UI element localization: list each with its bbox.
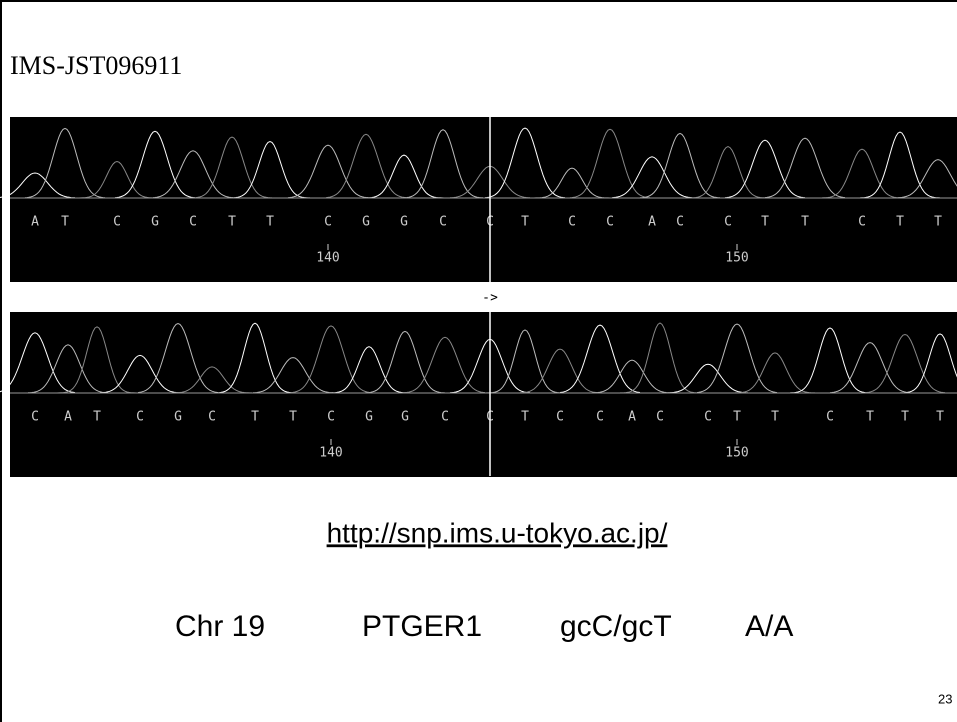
base-call: T bbox=[289, 410, 297, 425]
chromatogram: ATCGCTTCGGCCTCCACCTTCTT140150 bbox=[0, 117, 957, 282]
base-call: C bbox=[556, 410, 564, 425]
page-number: 23 bbox=[938, 691, 952, 706]
chromatogram-panel bbox=[10, 312, 957, 477]
slide: IMS-JST096911 -> http://snp.ims.u-tokyo.… bbox=[0, 0, 957, 722]
base-call: A bbox=[628, 410, 636, 425]
base-call: T bbox=[866, 410, 874, 425]
base-call: C bbox=[189, 215, 197, 230]
slide-canvas: IMS-JST096911 -> http://snp.ims.u-tokyo.… bbox=[0, 0, 957, 722]
base-call: A bbox=[64, 410, 72, 425]
base-call: A bbox=[648, 215, 656, 230]
url-link[interactable]: http://snp.ims.u-tokyo.ac.jp/ bbox=[327, 517, 668, 548]
position-label: 140 bbox=[319, 446, 342, 461]
base-call: T bbox=[251, 410, 259, 425]
base-call: C bbox=[656, 410, 664, 425]
base-call: C bbox=[826, 410, 834, 425]
chromatogram-panel bbox=[10, 117, 957, 282]
base-call: T bbox=[93, 410, 101, 425]
chromosome: Chr 19 bbox=[175, 610, 265, 643]
position-label: 140 bbox=[316, 251, 339, 266]
base-call: T bbox=[801, 215, 809, 230]
codon-change: gcC/gcT bbox=[560, 610, 672, 643]
base-call: T bbox=[901, 410, 909, 425]
base-call: C bbox=[596, 410, 604, 425]
genotype: A/A bbox=[745, 610, 793, 643]
position-label: 150 bbox=[725, 446, 748, 461]
base-call: T bbox=[771, 410, 779, 425]
base-call: C bbox=[324, 215, 332, 230]
base-call: G bbox=[401, 410, 409, 425]
base-call: C bbox=[208, 410, 216, 425]
base-call: C bbox=[724, 215, 732, 230]
gene: PTGER1 bbox=[362, 610, 482, 643]
base-call: G bbox=[362, 215, 370, 230]
base-call: T bbox=[61, 215, 69, 230]
base-call: G bbox=[174, 410, 182, 425]
base-call: G bbox=[400, 215, 408, 230]
base-call: C bbox=[704, 410, 712, 425]
position-label: 150 bbox=[725, 251, 748, 266]
base-call: T bbox=[266, 215, 274, 230]
base-call: C bbox=[858, 215, 866, 230]
base-call: C bbox=[441, 410, 449, 425]
base-call: T bbox=[936, 410, 944, 425]
base-call: G bbox=[365, 410, 373, 425]
base-call: A bbox=[31, 215, 39, 230]
base-call: C bbox=[113, 215, 121, 230]
base-call: C bbox=[676, 215, 684, 230]
base-call: C bbox=[136, 410, 144, 425]
base-call: T bbox=[896, 215, 904, 230]
base-call: C bbox=[327, 410, 335, 425]
base-call: C bbox=[439, 215, 447, 230]
base-call: C bbox=[606, 215, 614, 230]
base-call: G bbox=[151, 215, 159, 230]
base-call: C bbox=[568, 215, 576, 230]
base-call: T bbox=[733, 410, 741, 425]
base-call: C bbox=[31, 410, 39, 425]
slide-title: IMS-JST096911 bbox=[10, 51, 182, 80]
base-call: T bbox=[521, 410, 529, 425]
base-call: T bbox=[228, 215, 236, 230]
base-call: T bbox=[521, 215, 529, 230]
chromatogram: CATCGCTTCGGCCTCCACCTTCTTT140150 bbox=[0, 312, 957, 477]
base-call: T bbox=[761, 215, 769, 230]
base-call: T bbox=[934, 215, 942, 230]
